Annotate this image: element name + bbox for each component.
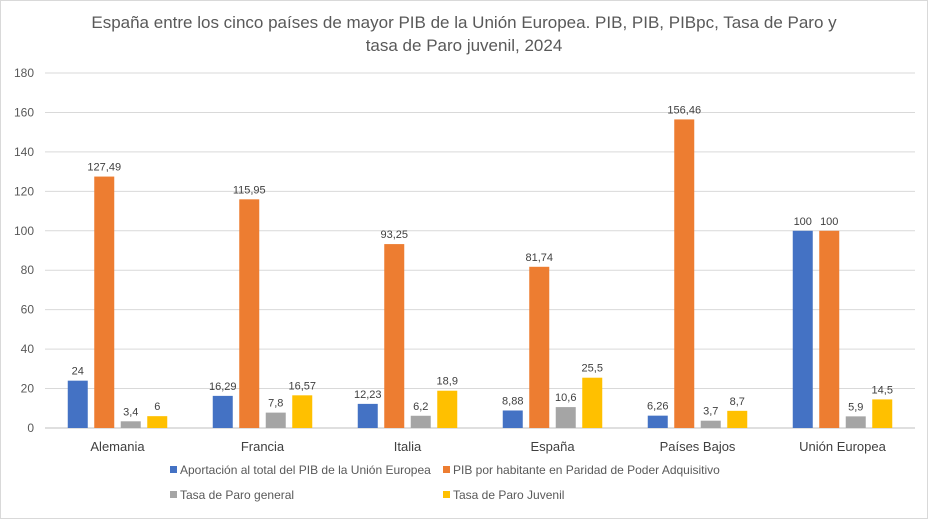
data-label: 24 bbox=[72, 366, 84, 378]
bar bbox=[845, 416, 866, 428]
data-label: 115,95 bbox=[233, 184, 266, 196]
legend-swatch bbox=[443, 491, 450, 498]
legend-label: Tasa de Paro general bbox=[180, 488, 294, 502]
data-label: 25,5 bbox=[582, 363, 603, 375]
y-tick-label: 80 bbox=[21, 263, 35, 277]
bar bbox=[147, 416, 168, 428]
x-category-label: España bbox=[530, 439, 575, 454]
bar bbox=[674, 119, 695, 428]
y-tick-label: 140 bbox=[14, 145, 34, 159]
legend-label: Aportación al total del PIB de la Unión … bbox=[180, 463, 431, 477]
x-category-label: Países Bajos bbox=[660, 439, 736, 454]
chart-title-line-1: España entre los cinco países de mayor P… bbox=[91, 13, 837, 32]
y-tick-label: 20 bbox=[21, 382, 35, 396]
bar bbox=[212, 395, 233, 428]
bar bbox=[239, 199, 260, 428]
y-tick-label: 180 bbox=[14, 66, 34, 80]
data-label: 16,29 bbox=[209, 381, 237, 393]
bar bbox=[582, 377, 603, 428]
data-label: 12,23 bbox=[354, 389, 382, 401]
chart-title-line-2: tasa de Paro juvenil, 2024 bbox=[366, 36, 563, 55]
data-label: 18,9 bbox=[437, 376, 458, 388]
legend-swatch bbox=[170, 466, 177, 473]
data-label: 100 bbox=[794, 216, 812, 228]
bar bbox=[872, 399, 893, 428]
bar bbox=[819, 230, 840, 428]
y-tick-label: 100 bbox=[14, 224, 34, 238]
data-label: 5,9 bbox=[848, 401, 863, 413]
bar bbox=[727, 410, 748, 428]
data-label: 10,6 bbox=[555, 392, 576, 404]
legend-label: Tasa de Paro Juvenil bbox=[453, 488, 564, 502]
y-tick-label: 160 bbox=[14, 105, 34, 119]
bar bbox=[555, 407, 576, 428]
bar bbox=[67, 380, 88, 428]
bar bbox=[437, 390, 458, 428]
data-label: 6,2 bbox=[413, 401, 428, 413]
legend-swatch bbox=[443, 466, 450, 473]
data-label: 3,7 bbox=[703, 406, 718, 418]
data-label: 81,74 bbox=[525, 252, 553, 264]
x-category-label: Unión Europea bbox=[799, 439, 886, 454]
data-label: 127,49 bbox=[87, 162, 121, 174]
bar bbox=[94, 176, 115, 428]
bar bbox=[384, 244, 405, 428]
data-label: 8,7 bbox=[730, 396, 745, 408]
data-label: 6,26 bbox=[647, 401, 668, 413]
bar bbox=[700, 420, 721, 428]
bar bbox=[529, 266, 550, 428]
data-label: 93,25 bbox=[380, 229, 408, 241]
bar bbox=[120, 421, 141, 428]
data-label: 3,4 bbox=[123, 406, 138, 418]
x-category-label: Italia bbox=[394, 439, 422, 454]
y-tick-label: 120 bbox=[14, 184, 34, 198]
bar bbox=[647, 415, 668, 428]
data-label: 156,46 bbox=[667, 104, 701, 116]
data-label: 6 bbox=[154, 401, 160, 413]
bar bbox=[410, 415, 431, 428]
bar bbox=[502, 410, 523, 428]
y-tick-label: 0 bbox=[27, 421, 34, 435]
bar bbox=[792, 230, 813, 428]
x-category-label: Alemania bbox=[90, 439, 145, 454]
bar bbox=[292, 395, 313, 428]
data-label: 14,5 bbox=[872, 384, 893, 396]
legend-swatch bbox=[170, 491, 177, 498]
y-tick-label: 60 bbox=[21, 303, 35, 317]
data-label: 8,88 bbox=[502, 395, 523, 407]
x-category-label: Francia bbox=[241, 439, 285, 454]
data-label: 100 bbox=[820, 216, 838, 228]
legend-label: PIB por habitante en Paridad de Poder Ad… bbox=[453, 463, 720, 477]
y-tick-label: 40 bbox=[21, 342, 35, 356]
data-label: 7,8 bbox=[268, 398, 283, 410]
bar bbox=[357, 403, 378, 428]
data-label: 16,57 bbox=[288, 380, 316, 392]
bar bbox=[265, 412, 286, 428]
